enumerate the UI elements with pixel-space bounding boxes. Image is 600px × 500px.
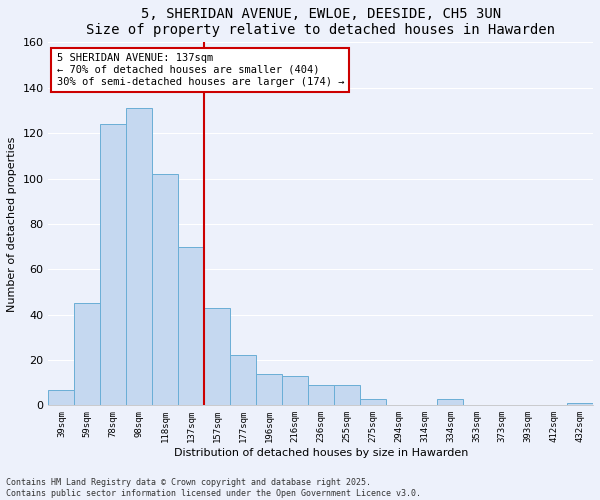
Bar <box>49 390 74 406</box>
X-axis label: Distribution of detached houses by size in Hawarden: Distribution of detached houses by size … <box>173 448 468 458</box>
Title: 5, SHERIDAN AVENUE, EWLOE, DEESIDE, CH5 3UN
Size of property relative to detache: 5, SHERIDAN AVENUE, EWLOE, DEESIDE, CH5 … <box>86 7 555 37</box>
Bar <box>359 398 386 406</box>
Bar <box>100 124 126 406</box>
Bar <box>152 174 178 406</box>
Y-axis label: Number of detached properties: Number of detached properties <box>7 136 17 312</box>
Bar <box>126 108 152 406</box>
Bar <box>256 374 282 406</box>
Bar <box>204 308 230 406</box>
Bar <box>74 304 100 406</box>
Text: 5 SHERIDAN AVENUE: 137sqm
← 70% of detached houses are smaller (404)
30% of semi: 5 SHERIDAN AVENUE: 137sqm ← 70% of detac… <box>56 54 344 86</box>
Bar <box>308 385 334 406</box>
Bar <box>334 385 359 406</box>
Text: Contains HM Land Registry data © Crown copyright and database right 2025.
Contai: Contains HM Land Registry data © Crown c… <box>6 478 421 498</box>
Bar <box>178 246 204 406</box>
Bar <box>437 398 463 406</box>
Bar <box>230 356 256 406</box>
Bar <box>282 376 308 406</box>
Bar <box>567 403 593 406</box>
